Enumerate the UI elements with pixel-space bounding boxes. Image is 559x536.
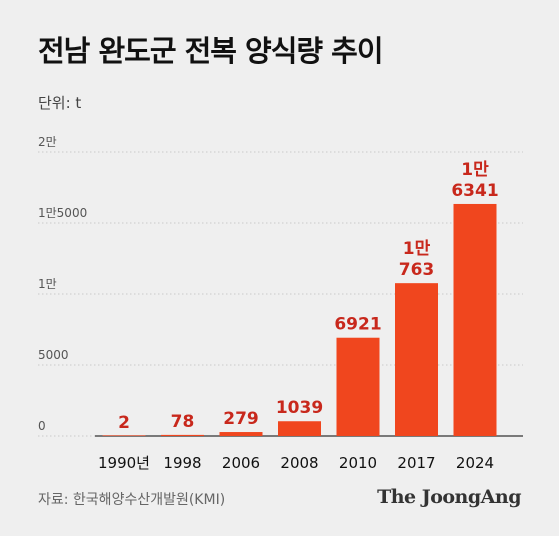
bar — [336, 337, 380, 436]
data-label: 78 — [171, 412, 195, 432]
chart-title: 전남 완도군 전복 양식량 추이 — [38, 34, 384, 68]
x-tick-label: 2017 — [397, 454, 435, 472]
x-tick-label: 2008 — [280, 454, 318, 472]
y-tick-label: 5000 — [38, 348, 69, 362]
brand-logo: The JoongAng — [377, 486, 521, 508]
bar — [102, 435, 146, 436]
x-tick-label: 2006 — [222, 454, 260, 472]
data-label: 2 — [118, 413, 130, 433]
data-label: 6921 — [334, 315, 381, 335]
y-tick-label: 2만 — [38, 135, 57, 149]
x-tick-label: 2010 — [339, 454, 377, 472]
data-label: 1039 — [276, 398, 323, 418]
y-tick-label: 1만 — [38, 277, 57, 291]
data-label: 1만 — [403, 239, 431, 259]
bar — [278, 421, 321, 436]
unit-label: 단위: t — [38, 94, 82, 112]
bar — [161, 434, 204, 436]
x-tick-label: 1998 — [163, 454, 201, 472]
y-tick-label: 0 — [38, 419, 46, 433]
x-tick-label: 1990년 — [98, 454, 150, 472]
bar — [453, 203, 497, 436]
bar — [219, 432, 263, 436]
y-tick-label: 1만5000 — [38, 206, 87, 220]
source-note: 자료: 한국해양수산개발원(KMI) — [38, 492, 226, 508]
data-label: 279 — [223, 409, 259, 429]
data-label: 6341 — [451, 181, 498, 201]
data-label: 1만 — [461, 160, 489, 180]
bar — [395, 283, 438, 436]
x-tick-label: 2024 — [456, 454, 494, 472]
data-label: 763 — [399, 260, 435, 280]
